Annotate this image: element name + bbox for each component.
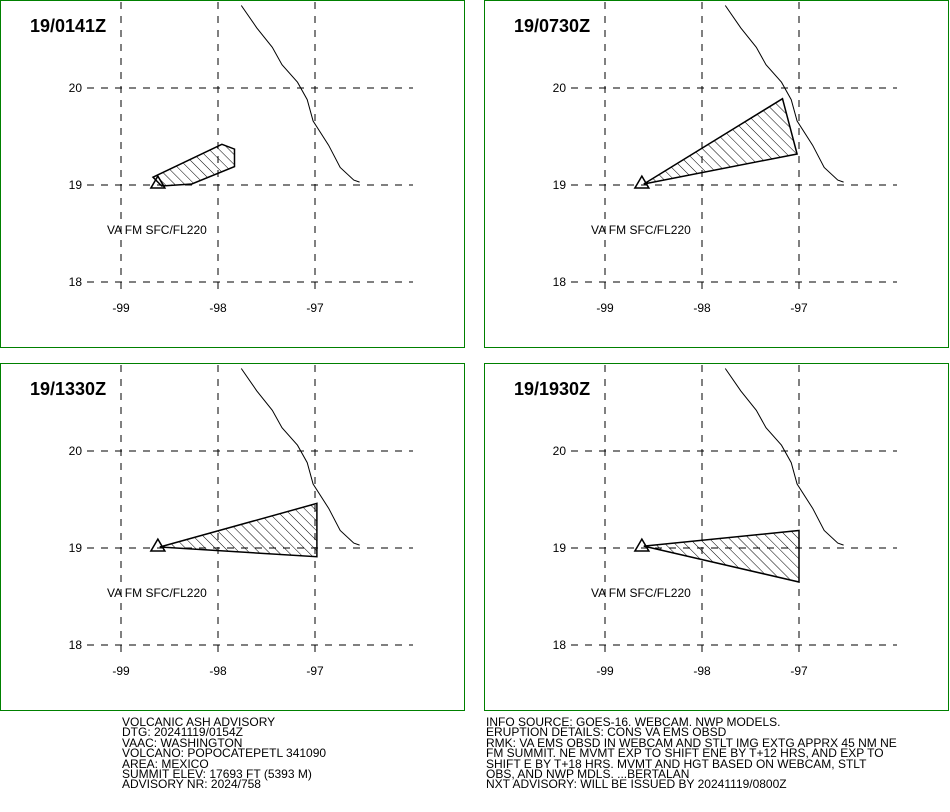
va-level-label: VA FM SFC/FL220 — [591, 223, 691, 237]
map-chart-4: -99 -98 -97 20 19 18 VA FM SFC/FL220 — [553, 365, 897, 678]
volcano-icon — [633, 174, 651, 189]
volcano-icon — [149, 174, 167, 189]
lon-tick-label: -97 — [306, 301, 324, 315]
advisory-line: INFO SOURCE: GOES-16. WEBCAM. NWP MODELS… — [486, 715, 781, 729]
coastline — [724, 5, 844, 183]
lon-tick-label: -99 — [596, 301, 614, 315]
lon-tick-label: -98 — [693, 301, 711, 315]
advisory-line: OBS, AND NWP MDLS. ...BERTALAN — [486, 766, 690, 781]
ash-cloud-polygon — [159, 502, 318, 558]
ash-cloud-polygon — [643, 529, 800, 583]
advisory-line: AREA: MEXICO — [122, 756, 209, 771]
lon-tick-label: -98 — [693, 664, 711, 678]
lat-tick-label: 20 — [553, 444, 567, 458]
panel-title: 19/0141Z — [30, 16, 107, 36]
lat-tick-label: 19 — [553, 541, 567, 555]
panel-title: 19/1330Z — [30, 379, 107, 399]
advisory-line: SUMMIT ELEV: 17693 FT (5393 M) — [122, 766, 312, 781]
volcano-icon — [633, 537, 651, 552]
lon-tick-label: -97 — [790, 301, 808, 315]
lon-tick-label: -98 — [209, 664, 227, 678]
map-chart-2: -99 -98 -97 20 19 18 VA FM SFC/FL220 — [553, 2, 897, 315]
advisory-line: DTG: 20241119/0154Z — [122, 725, 243, 740]
lat-tick-label: 18 — [553, 275, 567, 289]
lon-tick-label: -98 — [209, 301, 227, 315]
lat-tick-label: 18 — [69, 638, 83, 652]
lat-tick-label: 19 — [553, 178, 567, 192]
va-level-label: VA FM SFC/FL220 — [107, 223, 207, 237]
volcano-icon — [149, 537, 167, 552]
advisory-line: VOLCANIC ASH ADVISORY — [122, 715, 276, 729]
ash-cloud-polygon — [151, 143, 236, 187]
advisory-line: SHIFT E BY T+18 HRS. MVMT AND HGT BASED … — [486, 756, 867, 771]
map-chart-3: -99 -98 -97 20 19 18 VA FM SFC/FL220 — [69, 365, 413, 678]
forecast-panel-3: -99 -98 -97 20 19 18 VA FM SFC/FL220 19/1330Z — [0, 363, 465, 711]
lon-tick-label: -97 — [790, 664, 808, 678]
advisory-line: ERUPTION DETAILS: CONS VA EMS OBSD — [486, 725, 727, 740]
coastline — [240, 5, 360, 183]
panel-title: 19/0730Z — [514, 16, 591, 36]
advisory-info-right: INFO SOURCE: GOES-16. WEBCAM. NWP MODELS… — [486, 715, 897, 792]
advisory-line: RMK: VA EMS OBSD IN WEBCAM AND STLT IMG … — [486, 735, 897, 750]
advisory-line: VOLCANO: POPOCATEPETL 341090 — [122, 746, 327, 761]
va-level-label: VA FM SFC/FL220 — [591, 586, 691, 600]
advisory-line: NXT ADVISORY: WILL BE ISSUED BY 20241119… — [486, 777, 787, 792]
lat-tick-label: 18 — [553, 638, 567, 652]
advisory-line: VAAC: WASHINGTON — [122, 735, 243, 750]
forecast-panel-1: -99 -98 -97 20 19 18 VA FM SFC/FL220 19/0141Z — [0, 0, 465, 348]
lat-tick-label: 18 — [69, 275, 83, 289]
advisory-info-left: VOLCANIC ASH ADVISORY DTG: 20241119/0154… — [122, 715, 327, 792]
lon-tick-label: -99 — [596, 664, 614, 678]
forecast-panel-2: -99 -98 -97 20 19 18 VA FM SFC/FL220 19/0730Z — [484, 0, 949, 348]
panel-title: 19/1930Z — [514, 379, 591, 399]
lat-tick-label: 19 — [69, 178, 83, 192]
lat-tick-label: 20 — [69, 444, 83, 458]
lon-tick-label: -97 — [306, 664, 324, 678]
lat-tick-label: 20 — [553, 81, 567, 95]
map-chart-1: -99 -98 -97 20 19 18 VA FM SFC/FL220 — [69, 2, 413, 315]
lat-tick-label: 20 — [69, 81, 83, 95]
lat-tick-label: 19 — [69, 541, 83, 555]
advisory-line: ADVISORY NR: 2024/758 — [122, 777, 261, 792]
coastline — [724, 368, 844, 546]
advisory-line: FM SUMMIT. NE MVMT EXP TO SHIFT ENE BY T… — [486, 746, 884, 761]
ash-cloud-polygon — [643, 97, 799, 185]
va-level-label: VA FM SFC/FL220 — [107, 586, 207, 600]
lon-tick-label: -99 — [112, 664, 130, 678]
coastline — [240, 368, 360, 546]
forecast-panel-4: -99 -98 -97 20 19 18 VA FM SFC/FL220 19/1930Z — [484, 363, 949, 711]
lon-tick-label: -99 — [112, 301, 130, 315]
